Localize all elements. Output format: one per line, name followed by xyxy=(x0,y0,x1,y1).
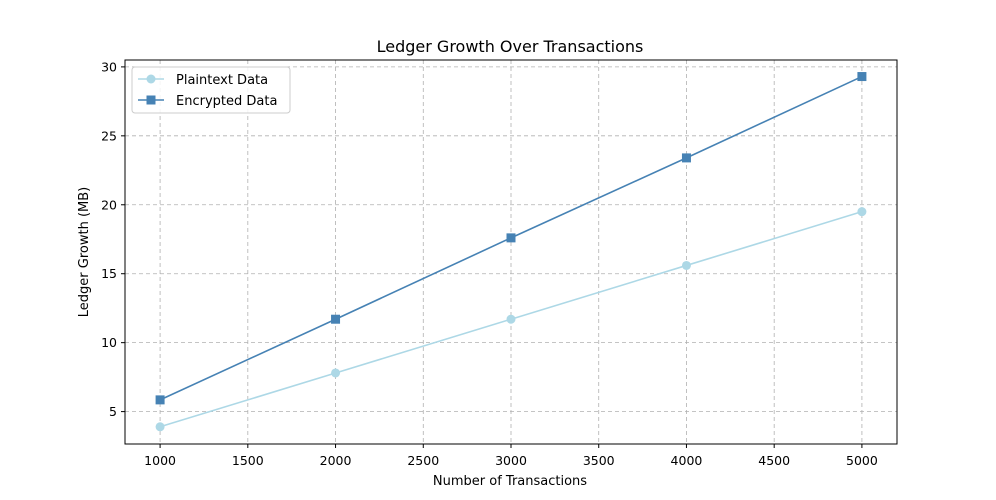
legend-label-encrypted: Encrypted Data xyxy=(176,94,277,109)
y-tick-label: 15 xyxy=(101,266,117,281)
y-tick-label: 30 xyxy=(101,59,117,74)
x-tick-label: 3000 xyxy=(495,453,527,468)
data-point-plaintext-data xyxy=(155,422,165,432)
chart-title: Ledger Growth Over Transactions xyxy=(377,37,644,56)
data-point-encrypted-data xyxy=(331,314,341,324)
legend-label-plaintext: Plaintext Data xyxy=(176,73,268,88)
y-tick-label: 10 xyxy=(101,335,117,350)
data-point-plaintext-data xyxy=(681,260,691,270)
x-tick-label: 3500 xyxy=(583,453,615,468)
series-layer xyxy=(155,72,867,432)
legend-frame xyxy=(131,66,291,114)
legend: Plaintext Data Encrypted Data xyxy=(131,66,291,114)
x-tick-label: 4000 xyxy=(671,453,703,468)
y-axis-label: Ledger Growth (MB) xyxy=(77,187,92,317)
x-tick-label: 4500 xyxy=(758,453,790,468)
x-tick-label: 1000 xyxy=(144,453,176,468)
x-tick-label: 2500 xyxy=(407,453,439,468)
legend-marker-plaintext xyxy=(146,74,156,84)
data-point-encrypted-data xyxy=(155,395,165,405)
x-tick-label: 5000 xyxy=(846,453,878,468)
data-point-encrypted-data xyxy=(506,233,516,243)
x-tick-label: 2000 xyxy=(320,453,352,468)
data-point-plaintext-data xyxy=(506,314,516,324)
data-point-encrypted-data xyxy=(857,72,867,82)
y-tick-label: 5 xyxy=(109,404,117,419)
data-point-plaintext-data xyxy=(331,368,341,378)
legend-marker-encrypted xyxy=(146,95,156,105)
data-point-encrypted-data xyxy=(681,153,691,163)
x-axis-label: Number of Transactions xyxy=(433,474,587,489)
x-tick-label: 1500 xyxy=(232,453,264,468)
y-tick-label: 25 xyxy=(101,128,117,143)
data-point-plaintext-data xyxy=(857,207,867,217)
ticks: 1000 1500 2000 2500 3000 3500 4000 4500 5000 5 10 1… xyxy=(101,59,878,468)
y-tick-label: 20 xyxy=(101,197,117,212)
